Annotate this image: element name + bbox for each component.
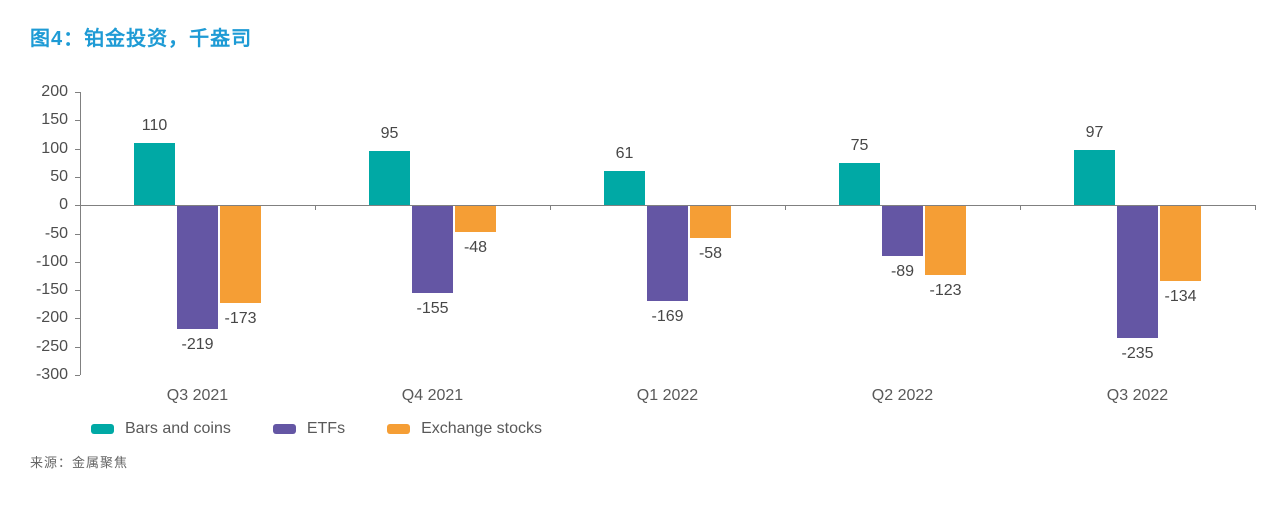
- bar-bars-and-coins-q3-2021: [134, 142, 175, 206]
- bar-etfs-q1-2022: [647, 205, 688, 301]
- legend-swatch-bars-and-coins: [91, 424, 114, 434]
- x-axis-label-q4-2021: Q4 2021: [401, 387, 464, 404]
- legend-swatch-exchange-stocks: [387, 424, 411, 434]
- legend-item-exchange-stocks: Exchange stocks: [387, 420, 542, 438]
- y-axis-tick-label: 50: [50, 167, 68, 185]
- x-axis-tick: [550, 205, 551, 211]
- figure-title: 图4：铂金投资，千盎司: [30, 28, 253, 50]
- bar-exchange-stocks-q1-2022: [690, 205, 731, 238]
- y-axis-tick: [75, 318, 80, 320]
- legend-label-etfs: ETFs: [306, 420, 346, 437]
- bar-etfs-q3-2022: [1117, 205, 1158, 339]
- data-label-bars-and-coins-q4-2021: 95: [380, 125, 399, 143]
- data-label-exchange-stocks-q4-2021: -48: [463, 239, 488, 257]
- y-axis-tick: [75, 346, 80, 348]
- y-axis-tick: [75, 92, 80, 93]
- data-label-exchange-stocks-q1-2022: -58: [698, 245, 723, 263]
- legend-item-bars-and-coins: Bars and coins: [91, 420, 231, 438]
- y-axis-tick: [75, 176, 80, 178]
- data-label-etfs-q1-2022: -169: [651, 307, 684, 325]
- bar-bars-and-coins-q3-2022: [1074, 150, 1115, 206]
- y-axis-tick: [75, 120, 80, 122]
- y-axis-tick-label: -50: [44, 224, 68, 242]
- x-axis-label-q3-2022: Q3 2022: [1106, 387, 1169, 404]
- source-note: 来源：金属聚焦: [30, 455, 129, 470]
- legend-item-etfs: ETFs: [272, 420, 346, 438]
- data-label-bars-and-coins-q3-2022: 97: [1085, 124, 1104, 142]
- y-axis-tick-label: -200: [35, 309, 68, 327]
- bar-etfs-q2-2022: [882, 205, 923, 256]
- data-label-exchange-stocks-q2-2022: -123: [929, 281, 962, 299]
- data-label-etfs-q2-2022: -89: [890, 262, 915, 280]
- y-axis-tick: [75, 233, 80, 235]
- y-axis-tick-label: 150: [41, 111, 68, 129]
- y-axis-tick-label: -100: [35, 252, 68, 270]
- bar-etfs-q3-2021: [177, 205, 218, 330]
- x-axis-label-q1-2022: Q1 2022: [636, 387, 699, 404]
- data-label-bars-and-coins-q1-2022: 61: [615, 144, 634, 162]
- bar-bars-and-coins-q4-2021: [369, 151, 410, 206]
- y-axis-tick: [75, 290, 80, 292]
- data-label-etfs-q3-2022: -235: [1121, 345, 1154, 363]
- y-axis-tick-label: -250: [35, 337, 68, 355]
- bar-exchange-stocks-q3-2022: [1160, 205, 1201, 282]
- x-axis-tick: [1255, 205, 1256, 211]
- data-label-bars-and-coins-q3-2021: 110: [141, 116, 168, 134]
- data-label-bars-and-coins-q2-2022: 75: [850, 136, 869, 154]
- data-label-etfs-q3-2021: -219: [181, 336, 214, 354]
- y-axis-tick: [75, 261, 80, 263]
- y-axis-tick-label: 200: [41, 83, 68, 100]
- x-axis-tick: [785, 205, 786, 211]
- data-label-exchange-stocks-q3-2021: -173: [224, 310, 257, 328]
- y-axis-tick: [75, 375, 80, 376]
- y-axis-tick: [75, 205, 80, 207]
- legend-swatch-etfs: [272, 424, 296, 434]
- y-axis-tick-label: -150: [35, 281, 68, 299]
- x-axis-tick: [1020, 205, 1021, 211]
- bar-exchange-stocks-q4-2021: [455, 205, 496, 233]
- y-axis-tick: [75, 148, 80, 150]
- y-axis-tick-label: -300: [35, 366, 68, 383]
- bar-exchange-stocks-q3-2021: [220, 205, 261, 304]
- y-axis-line: [80, 92, 81, 375]
- bar-bars-and-coins-q2-2022: [839, 162, 880, 206]
- zero-axis-line: [80, 205, 1255, 207]
- data-label-exchange-stocks-q3-2022: -134: [1164, 288, 1197, 306]
- data-label-etfs-q4-2021: -155: [416, 299, 449, 317]
- y-axis-tick-label: 0: [59, 196, 68, 214]
- bar-bars-and-coins-q1-2022: [604, 170, 645, 206]
- x-axis-label-q2-2022: Q2 2022: [871, 387, 934, 404]
- chart-legend: Bars and coins ETFs Exchange stocks: [91, 420, 542, 438]
- legend-label-bars-and-coins: Bars and coins: [125, 420, 231, 437]
- bar-etfs-q4-2021: [412, 205, 453, 293]
- legend-label-exchange-stocks: Exchange stocks: [421, 420, 543, 437]
- bar-exchange-stocks-q2-2022: [925, 205, 966, 275]
- x-axis-tick: [315, 205, 316, 211]
- x-axis-label-q3-2021: Q3 2021: [166, 387, 229, 404]
- y-axis-tick-label: 100: [41, 139, 68, 157]
